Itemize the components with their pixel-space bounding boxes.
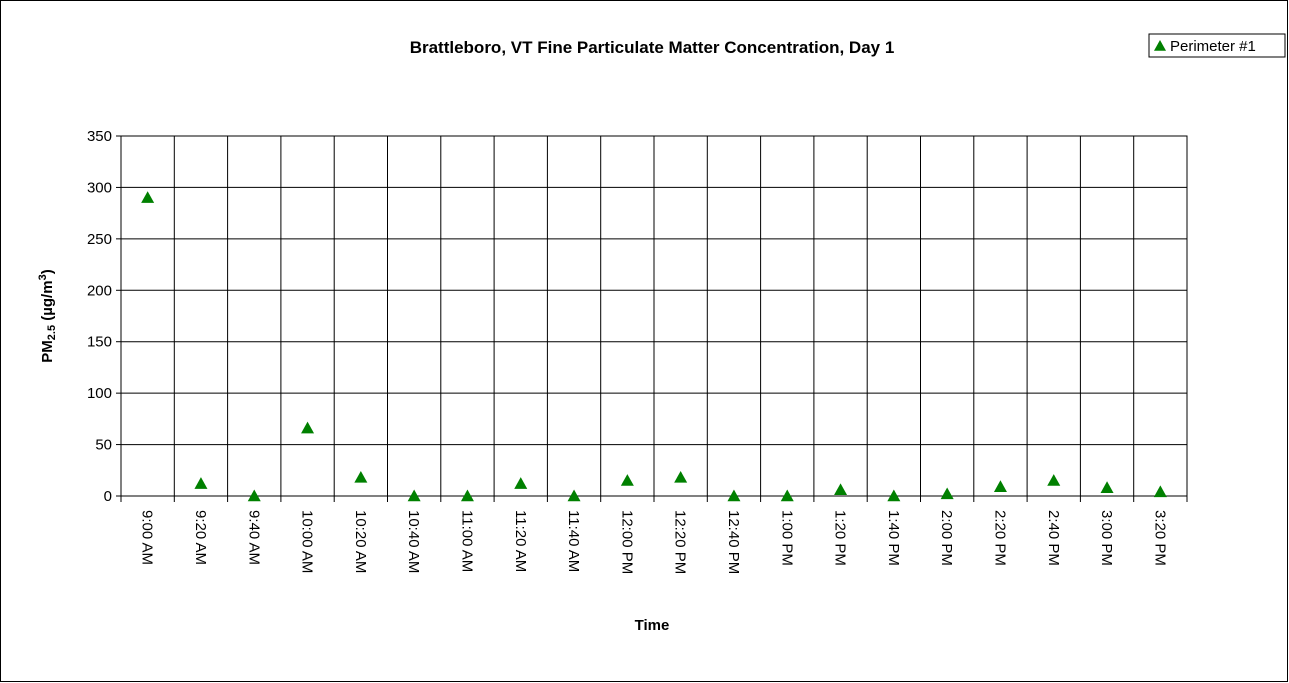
x-tick-label: 9:40 AM (245, 510, 262, 565)
x-tick-label: 2:20 PM (991, 510, 1008, 566)
marker (141, 191, 155, 203)
marker (940, 487, 954, 500)
x-tick-label: 12:00 PM (618, 510, 635, 574)
marker (993, 480, 1007, 492)
y-label-part: PM (39, 340, 56, 363)
x-tick-label: 9:00 AM (139, 510, 156, 565)
marker (407, 489, 421, 502)
x-tick-label: 1:20 PM (832, 510, 849, 566)
x-tick-label: 2:00 PM (938, 510, 955, 566)
x-tick-label: 11:00 AM (458, 510, 475, 572)
marker (1153, 485, 1167, 498)
marker (674, 470, 688, 483)
y-tick-label: 200 (87, 282, 112, 299)
marker (834, 483, 848, 496)
x-tick-label: 12:40 PM (725, 510, 742, 574)
y-label-part: 2.5 (46, 325, 58, 340)
marker (194, 477, 208, 489)
x-axis-label: Time (635, 617, 670, 634)
y-tick-label: 50 (95, 437, 112, 454)
x-tick-label: 1:00 PM (778, 510, 795, 566)
marker (460, 489, 474, 502)
marker (1047, 474, 1061, 486)
marker (301, 421, 315, 434)
x-tick-label: 10:40 AM (405, 510, 422, 573)
y-tick-label: 350 (87, 128, 112, 145)
y-axis-label: PM2.5 (µg/m3) (37, 269, 58, 362)
x-tick-label: 10:20 AM (352, 510, 369, 573)
x-tick-label: 1:40 PM (885, 510, 902, 566)
x-tick-label: 12:20 PM (672, 510, 689, 574)
marker (247, 489, 261, 502)
marker (567, 489, 581, 502)
marker (780, 489, 794, 502)
y-tick-label: 0 (104, 488, 112, 505)
x-tick-label: 11:40 AM (565, 510, 582, 572)
marker (354, 470, 368, 483)
chart-title: Brattleboro, VT Fine Particulate Matter … (410, 38, 895, 57)
marker (620, 474, 634, 486)
y-tick-label: 150 (87, 334, 112, 351)
legend-marker (1154, 40, 1166, 51)
x-tick-label: 3:00 PM (1098, 510, 1115, 566)
y-tick-label: 300 (87, 179, 112, 196)
legend-label: Perimeter #1 (1170, 38, 1256, 55)
y-label-part: (µg/m (39, 280, 56, 324)
marker (514, 477, 528, 489)
x-tick-label: 3:20 PM (1151, 510, 1168, 566)
x-tick-label: 10:00 AM (299, 510, 316, 573)
x-tick-label: 2:40 PM (1045, 510, 1062, 566)
marker (1100, 481, 1114, 493)
plot-border (120, 135, 1188, 497)
x-tick-label: 9:20 AM (192, 510, 209, 565)
legend-box (1148, 33, 1286, 58)
y-tick-label: 250 (87, 231, 112, 248)
y-label-part: ) (39, 269, 56, 274)
y-label-part: 3 (37, 274, 49, 280)
x-tick-label: 11:20 AM (512, 510, 529, 572)
marker (727, 489, 741, 502)
marker (887, 489, 901, 502)
y-tick-label: 100 (87, 385, 112, 402)
